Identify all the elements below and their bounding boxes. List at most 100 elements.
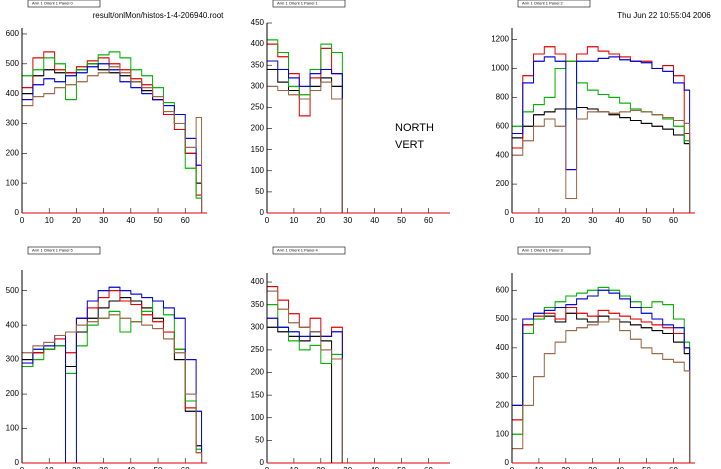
x-tick-label: 0 — [20, 216, 25, 225]
y-tick-label: 500 — [6, 286, 20, 295]
y-tick-label: 100 — [251, 413, 265, 422]
x-tick-label: 0 — [265, 216, 270, 225]
y-tick-label: 0 — [15, 458, 20, 467]
y-tick-label: 350 — [251, 300, 265, 309]
x-tick-label: 60 — [669, 466, 678, 469]
panel-title: Arm 1 Orient 1 Panel 1 — [277, 1, 318, 6]
y-tick-label: 300 — [251, 81, 265, 90]
y-tick-label: 0 — [505, 208, 510, 217]
y-tick-label: 250 — [251, 103, 265, 112]
x-tick-label: 0 — [265, 466, 270, 469]
x-tick-label: 30 — [588, 216, 597, 225]
y-tick-label: 200 — [496, 179, 510, 188]
x-tick-label: 50 — [154, 216, 163, 225]
y-tick-label: 1200 — [491, 35, 509, 44]
x-tick-label: 30 — [99, 216, 108, 225]
y-tick-label: 300 — [6, 119, 20, 128]
y-tick-label: 500 — [496, 314, 510, 323]
y-tick-label: 100 — [251, 166, 265, 175]
x-tick-label: 40 — [126, 466, 135, 469]
file-path: result/onlMon/histos-1-4-206940.root — [93, 11, 225, 20]
panel-title: Arm 1 Orient 1 Panel 5 — [32, 248, 73, 253]
panel-title-box — [517, 0, 591, 8]
y-tick-label: 0 — [505, 458, 510, 467]
x-tick-label: 10 — [45, 216, 54, 225]
y-tick-label: 300 — [496, 372, 510, 381]
x-tick-label: 40 — [370, 466, 379, 469]
x-tick-label: 60 — [181, 466, 190, 469]
x-tick-label: 10 — [45, 466, 54, 469]
annotation: VERT — [395, 139, 424, 151]
x-tick-label: 10 — [534, 466, 543, 469]
y-tick-label: 200 — [251, 368, 265, 377]
y-tick-label: 400 — [251, 39, 265, 48]
x-tick-label: 20 — [316, 466, 325, 469]
y-tick-label: 150 — [251, 390, 265, 399]
panel-title: Arm 1 Orient 1 Panel 0 — [32, 1, 73, 6]
x-tick-label: 50 — [397, 216, 406, 225]
y-tick-label: 400 — [251, 277, 265, 286]
x-tick-label: 20 — [561, 466, 570, 469]
panel-title-box — [272, 0, 346, 8]
y-tick-label: 600 — [496, 121, 510, 130]
x-tick-label: 50 — [642, 466, 651, 469]
y-tick-label: 800 — [496, 92, 510, 101]
x-tick-label: 40 — [370, 216, 379, 225]
timestamp: Thu Jun 22 10:55:04 2006 — [617, 11, 711, 20]
y-tick-label: 200 — [251, 124, 265, 133]
y-tick-label: 150 — [251, 145, 265, 154]
x-tick-label: 30 — [343, 216, 352, 225]
y-tick-label: 350 — [251, 60, 265, 69]
y-tick-label: 100 — [496, 429, 510, 438]
y-tick-label: 0 — [260, 458, 265, 467]
y-tick-label: 100 — [6, 424, 20, 433]
y-tick-label: 300 — [251, 322, 265, 331]
x-tick-label: 60 — [424, 466, 433, 469]
y-tick-label: 600 — [6, 29, 20, 38]
x-tick-label: 30 — [343, 466, 352, 469]
y-tick-label: 400 — [496, 150, 510, 159]
x-tick-label: 20 — [316, 216, 325, 225]
y-tick-label: 50 — [255, 187, 264, 196]
panel-title-box — [27, 246, 101, 255]
y-tick-label: 200 — [6, 389, 20, 398]
y-tick-label: 200 — [496, 401, 510, 410]
panel-title-box — [27, 0, 101, 8]
x-tick-label: 20 — [72, 216, 81, 225]
x-tick-label: 60 — [669, 216, 678, 225]
y-tick-label: 200 — [6, 148, 20, 157]
y-tick-label: 400 — [6, 89, 20, 98]
x-tick-label: 0 — [510, 216, 515, 225]
x-tick-label: 30 — [99, 466, 108, 469]
x-tick-label: 10 — [289, 466, 298, 469]
y-tick-label: 250 — [251, 345, 265, 354]
panel-title: Arm 1 Orient 1 Panel 3 — [522, 248, 563, 253]
y-tick-label: 400 — [496, 343, 510, 352]
x-tick-label: 40 — [615, 216, 624, 225]
x-tick-label: 40 — [126, 216, 135, 225]
x-tick-label: 0 — [20, 466, 25, 469]
y-tick-label: 1000 — [491, 64, 509, 73]
y-tick-label: 450 — [251, 18, 265, 27]
y-tick-label: 50 — [255, 435, 264, 444]
x-tick-label: 20 — [561, 216, 570, 225]
annotation: NORTH — [395, 122, 434, 134]
panel-title-box — [272, 246, 346, 255]
y-tick-label: 400 — [6, 320, 20, 329]
x-tick-label: 50 — [397, 466, 406, 469]
x-tick-label: 20 — [72, 466, 81, 469]
x-tick-label: 50 — [154, 466, 163, 469]
x-tick-label: 10 — [289, 216, 298, 225]
y-tick-label: 0 — [260, 208, 265, 217]
x-tick-label: 50 — [642, 216, 651, 225]
y-tick-label: 300 — [6, 355, 20, 364]
y-tick-label: 600 — [496, 285, 510, 294]
y-tick-label: 500 — [6, 59, 20, 68]
y-tick-label: 100 — [6, 178, 20, 187]
x-tick-label: 60 — [181, 216, 190, 225]
y-tick-label: 0 — [15, 208, 20, 217]
x-tick-label: 60 — [424, 216, 433, 225]
x-tick-label: 30 — [588, 466, 597, 469]
